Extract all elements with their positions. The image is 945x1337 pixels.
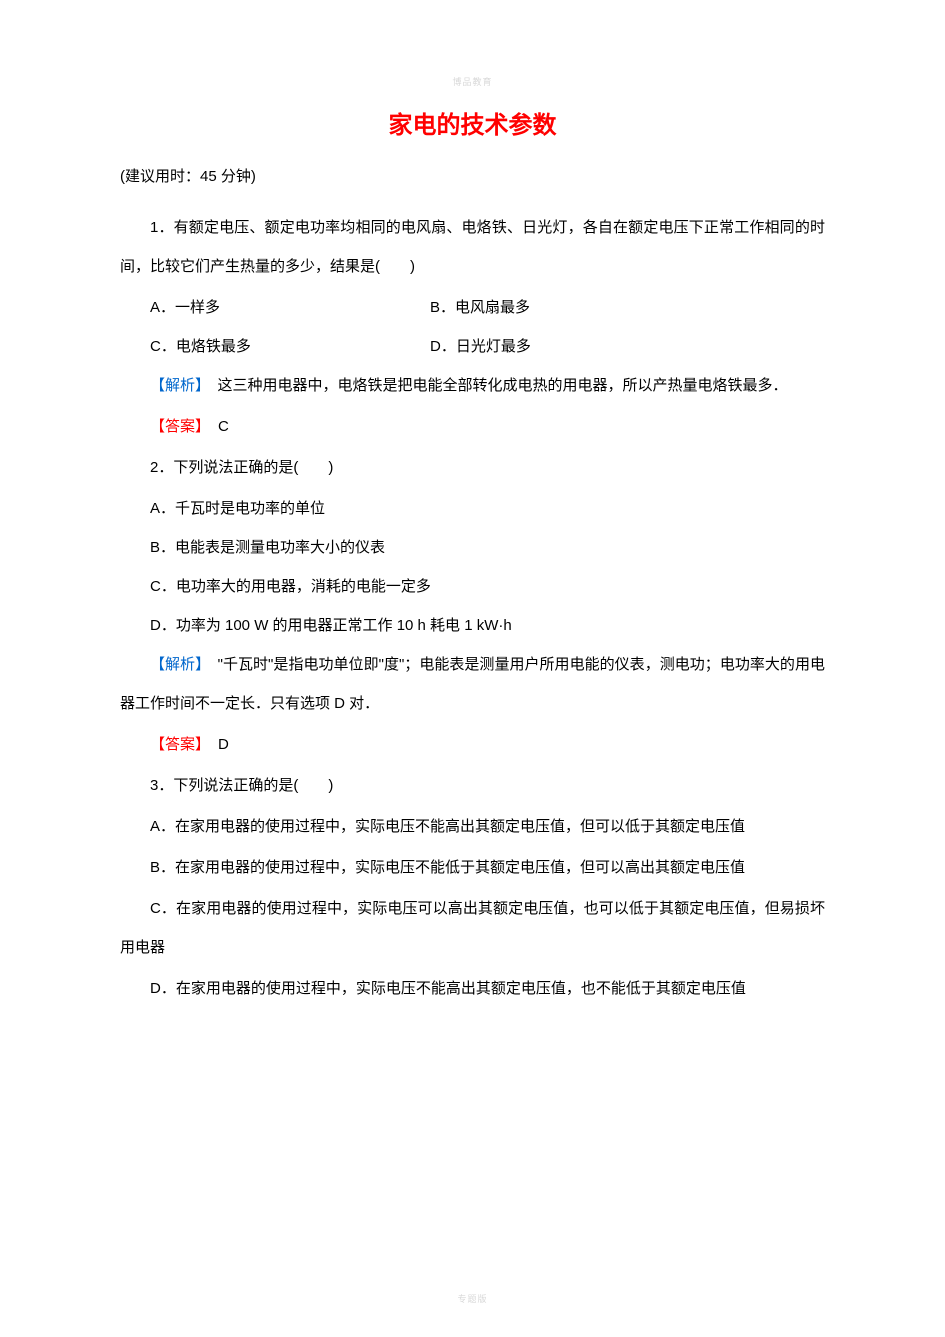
q2-answer-text: D [218, 736, 229, 753]
q2-analysis: 【解析】 "千瓦时"是指电功单位即"度"；电能表是测量用户所用电能的仪表，测电功… [120, 645, 825, 723]
q3-stem: 3．下列说法正确的是( ) [120, 766, 825, 805]
q3-option-b: B．在家用电器的使用过程中，实际电压不能低于其额定电压值，但可以高出其额定电压值 [120, 848, 825, 887]
q2-option-d: D．功率为 100 W 的用电器正常工作 10 h 耗电 1 kW·h [120, 606, 825, 645]
q1-stem: 1．有额定电压、额定电功率均相同的电风扇、电烙铁、日光灯，各自在额定电压下正常工… [120, 208, 825, 286]
q2-option-b: B．电能表是测量电功率大小的仪表 [120, 528, 825, 567]
q2-option-c: C．电功率大的用电器，消耗的电能一定多 [120, 567, 825, 606]
q1-option-b: B．电风扇最多 [430, 288, 825, 327]
watermark-top: 博品教育 [452, 75, 492, 88]
q1-analysis: 【解析】 这三种用电器中，电烙铁是把电能全部转化成电热的用电器，所以产热量电烙铁… [120, 366, 825, 405]
time-suggestion: (建议用时：45 分钟) [120, 165, 825, 186]
q1-analysis-label: 【解析】 [150, 377, 203, 394]
q3-option-a: A．在家用电器的使用过程中，实际电压不能高出其额定电压值，但可以低于其额定电压值 [120, 807, 825, 846]
q3-option-c: C．在家用电器的使用过程中，实际电压可以高出其额定电压值，也可以低于其额定电压值… [120, 889, 825, 967]
q1-analysis-text: 这三种用电器中，电烙铁是把电能全部转化成电热的用电器，所以产热量电烙铁最多． [203, 377, 788, 394]
q1-options-row2: C．电烙铁最多 D．日光灯最多 [120, 327, 825, 366]
q1-option-d: D．日光灯最多 [430, 327, 825, 366]
q2-analysis-text: "千瓦时"是指电功单位即"度"；电能表是测量用户所用电能的仪表，测电功；电功率大… [120, 656, 825, 712]
q2-answer: 【答案】 D [120, 725, 825, 764]
q1-options-row1: A．一样多 B．电风扇最多 [120, 288, 825, 327]
q2-option-a: A．千瓦时是电功率的单位 [120, 489, 825, 528]
q2-answer-label: 【答案】 [150, 736, 210, 753]
watermark-bottom: 专题版 [457, 1292, 487, 1305]
q1-answer-label: 【答案】 [150, 418, 210, 435]
q2-stem: 2．下列说法正确的是( ) [120, 448, 825, 487]
q3-option-d: D．在家用电器的使用过程中，实际电压不能高出其额定电压值，也不能低于其额定电压值 [120, 969, 825, 1008]
q1-option-c: C．电烙铁最多 [150, 327, 430, 366]
q2-analysis-label: 【解析】 [150, 656, 203, 673]
q1-option-a: A．一样多 [150, 288, 430, 327]
q1-answer: 【答案】 C [120, 407, 825, 446]
page-title: 家电的技术参数 [120, 105, 825, 140]
q1-answer-text: C [218, 418, 229, 435]
